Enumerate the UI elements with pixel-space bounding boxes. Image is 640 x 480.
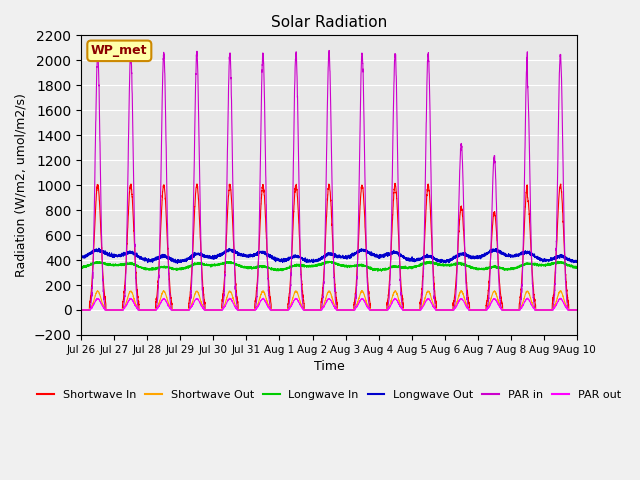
Title: Solar Radiation: Solar Radiation [271,15,387,30]
Legend: Shortwave In, Shortwave Out, Longwave In, Longwave Out, PAR in, PAR out: Shortwave In, Shortwave Out, Longwave In… [33,385,625,404]
X-axis label: Time: Time [314,360,344,373]
Y-axis label: Radiation (W/m2, umol/m2/s): Radiation (W/m2, umol/m2/s) [15,93,28,277]
Text: WP_met: WP_met [91,44,148,57]
